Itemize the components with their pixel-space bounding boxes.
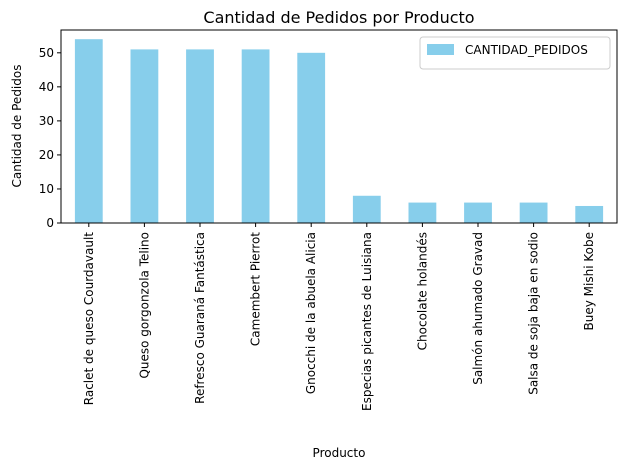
x-tick-label: Gnocchi de la abuela Alicia bbox=[304, 232, 318, 394]
y-tick-label: 0 bbox=[46, 216, 54, 230]
legend-frame bbox=[419, 36, 611, 70]
x-tick-label: Salmón ahumado Gravad bbox=[471, 232, 485, 385]
bars-group bbox=[74, 39, 604, 223]
x-tick-label: Especias picantes de Luisiana bbox=[360, 232, 374, 411]
bar bbox=[408, 202, 437, 223]
plot-frame bbox=[60, 29, 618, 224]
bar bbox=[297, 52, 326, 223]
y-tick-label: 50 bbox=[39, 46, 54, 60]
legend-label: CANTIDAD_PEDIDOS bbox=[465, 43, 588, 57]
bar bbox=[186, 49, 214, 223]
x-tick-label: Chocolate holandés bbox=[415, 232, 429, 350]
y-tick-label: 10 bbox=[39, 182, 54, 196]
bar bbox=[575, 205, 604, 223]
bar bbox=[352, 195, 381, 223]
bar bbox=[74, 39, 103, 223]
y-tick-label: 30 bbox=[39, 114, 54, 128]
x-tick-label: Queso gorgonzola Telino bbox=[137, 232, 151, 379]
y-tick-label: 20 bbox=[39, 148, 54, 162]
bar bbox=[130, 49, 159, 223]
x-axis: Raclet de queso Courdavault Queso gorgonz… bbox=[82, 223, 596, 411]
legend-swatch bbox=[427, 44, 454, 55]
chart-title: Cantidad de Pedidos por Producto bbox=[203, 8, 474, 27]
bar bbox=[464, 202, 492, 223]
bar bbox=[519, 202, 548, 223]
y-tick-label: 40 bbox=[39, 80, 54, 94]
x-axis-label: Producto bbox=[313, 446, 366, 460]
legend: CANTIDAD_PEDIDOS bbox=[419, 36, 611, 70]
y-axis: 0 10 20 30 40 50 bbox=[39, 46, 61, 230]
bar bbox=[241, 49, 270, 223]
x-tick-label: Raclet de queso Courdavault bbox=[82, 232, 96, 406]
x-tick-label: Refresco Guaraná Fantástica bbox=[193, 232, 207, 404]
x-tick-label: Salsa de soja baja en sodio bbox=[527, 232, 541, 395]
x-tick-label: Buey Mishi Kobe bbox=[582, 232, 596, 330]
x-tick-label: Camembert Pierrot bbox=[249, 232, 263, 346]
y-axis-label: Cantidad de Pedidos bbox=[10, 65, 24, 188]
